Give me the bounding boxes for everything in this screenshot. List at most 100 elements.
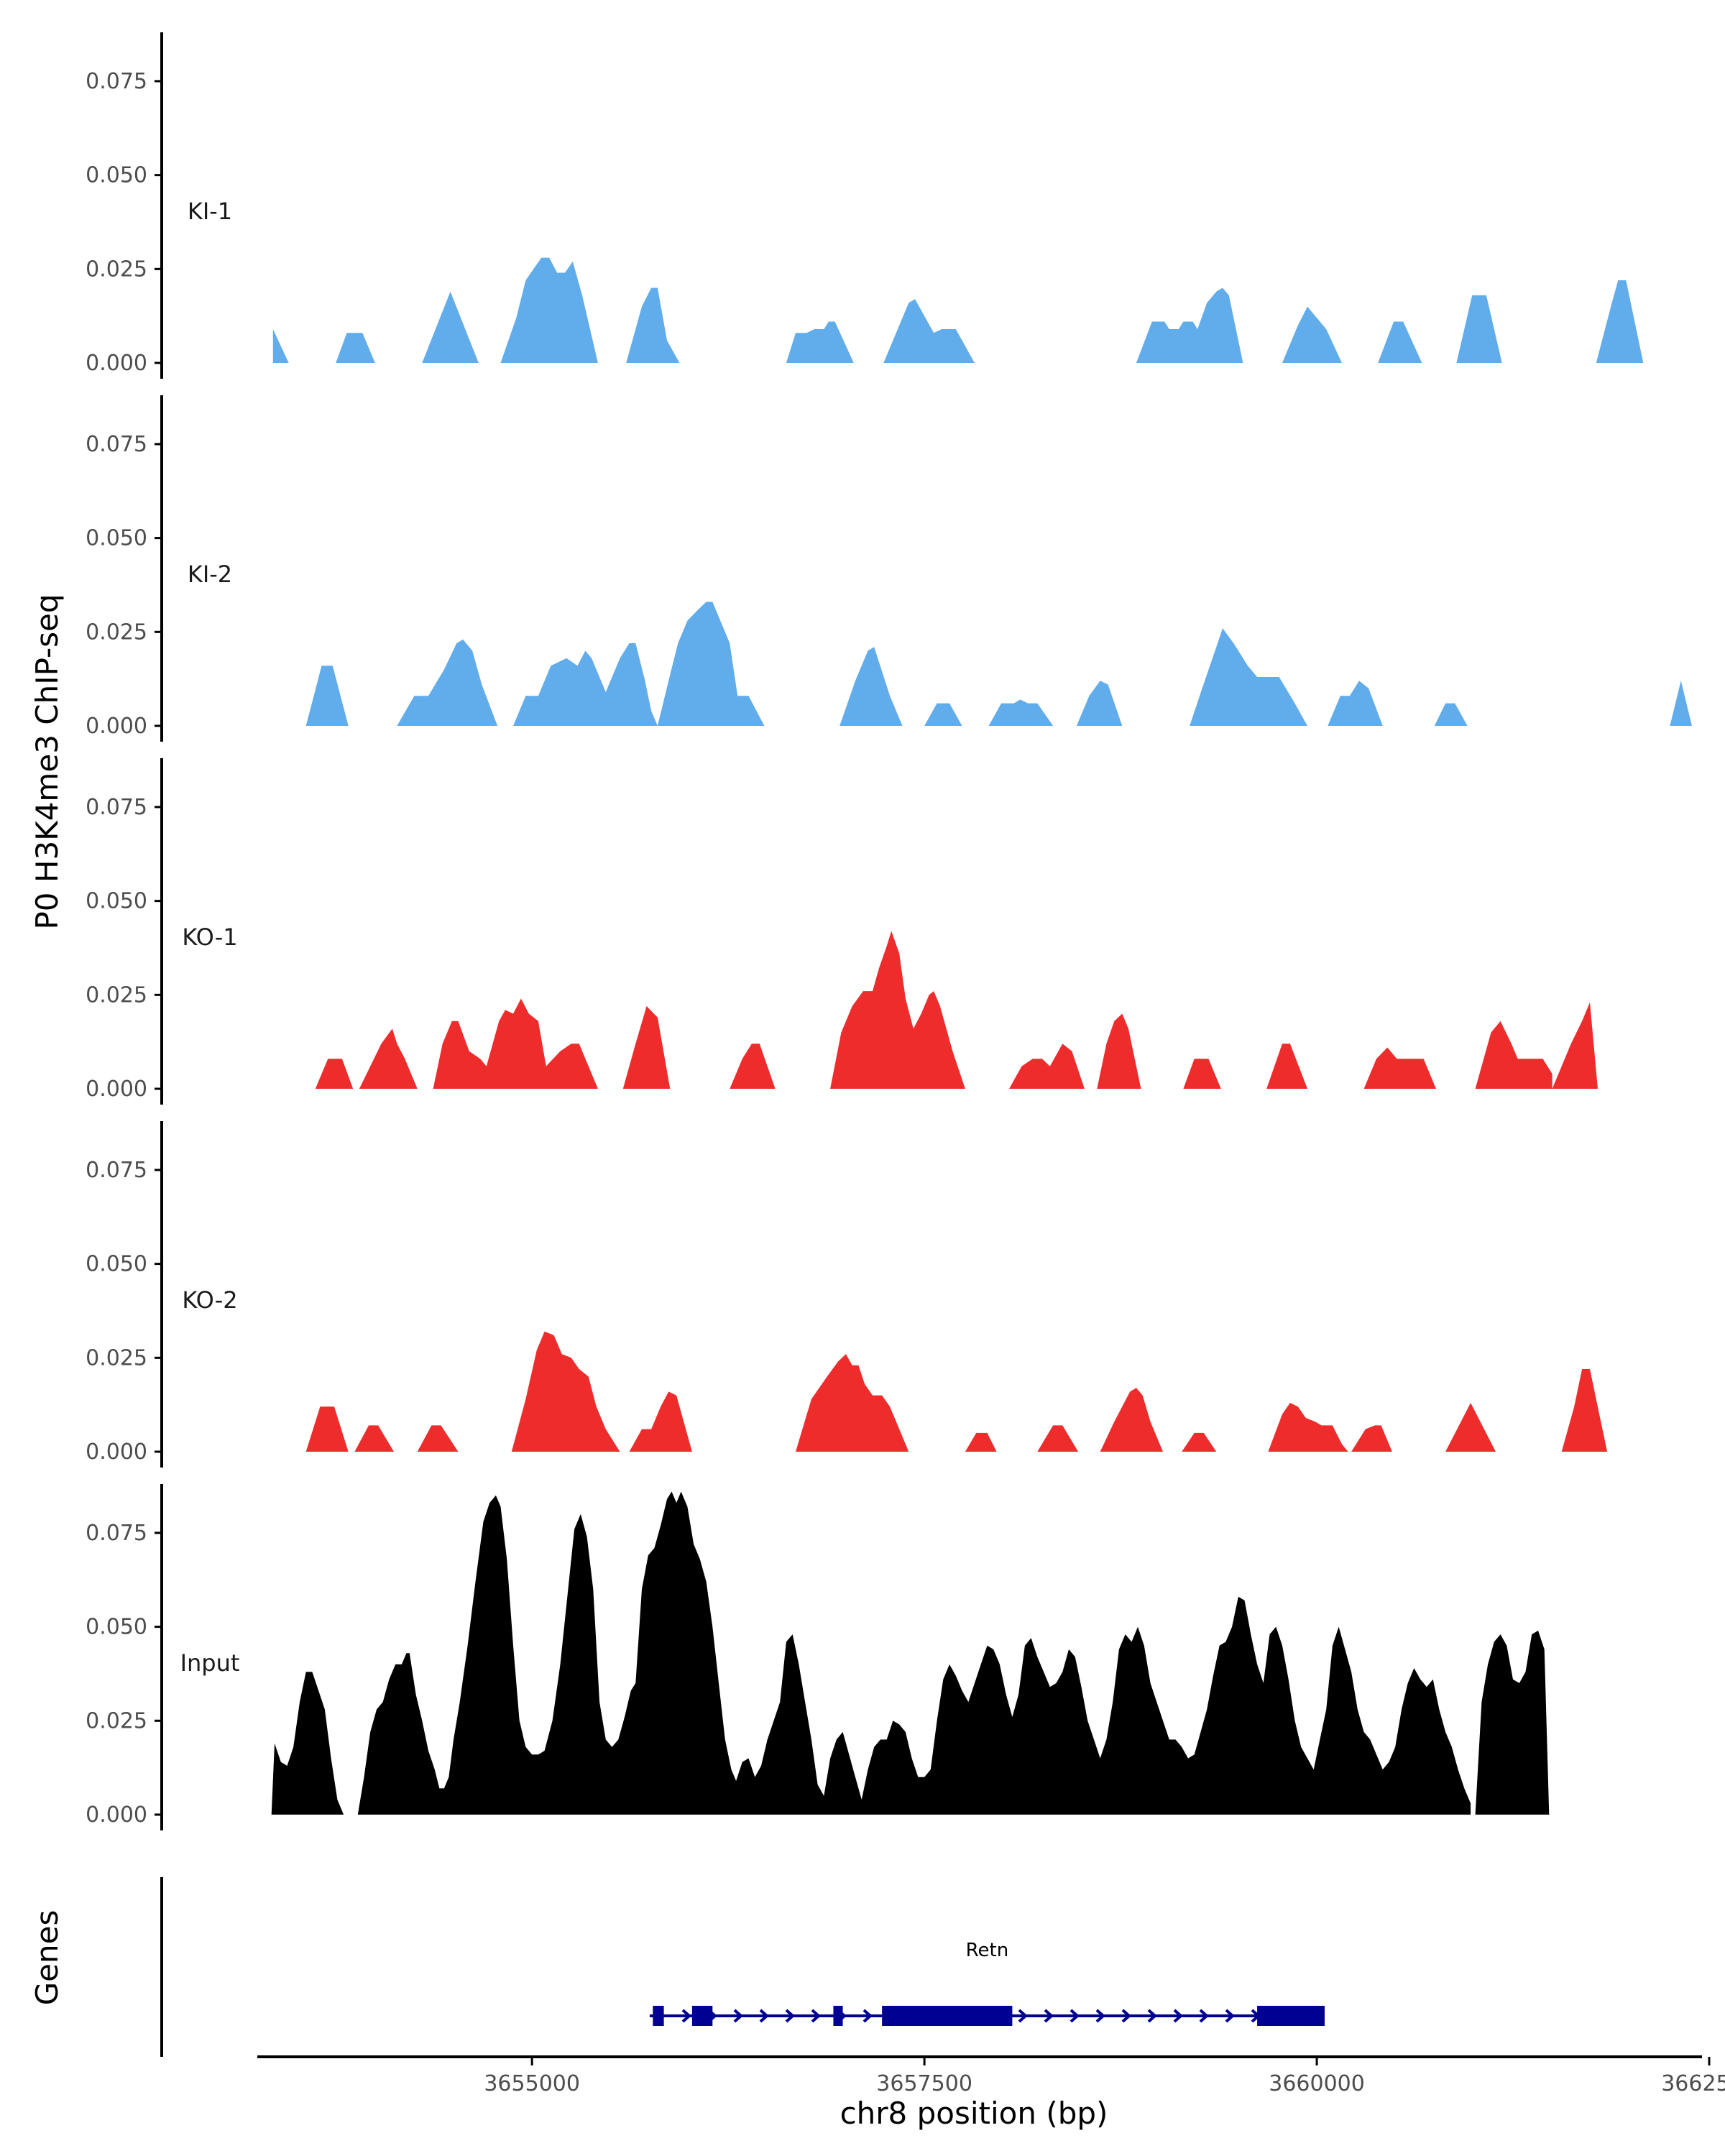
- signal-area: [359, 1028, 418, 1089]
- strand-arrow: [1070, 2009, 1080, 2023]
- signal-area: [1190, 628, 1307, 726]
- y-tick-label: 0.025: [86, 1345, 147, 1370]
- gene-exon: [691, 2006, 713, 2026]
- signal-area: [883, 299, 975, 363]
- y-tick-label: 0.050: [86, 889, 147, 914]
- gene-exon: [1257, 2006, 1325, 2026]
- y-tick-label: 0.075: [86, 1521, 147, 1546]
- signal-area: [1475, 1021, 1552, 1089]
- signal-area: [924, 703, 962, 726]
- track-label: KO-2: [182, 1286, 237, 1314]
- signal-area: [271, 1672, 344, 1815]
- signal-area: [305, 665, 349, 726]
- y-tick-label: 0.050: [86, 1615, 147, 1640]
- signal-area: [1136, 287, 1243, 363]
- signal-area: [1378, 321, 1422, 363]
- strand-arrow: [1147, 2009, 1157, 2023]
- strand-arrow: [811, 2009, 821, 2023]
- signal-area: [1351, 1425, 1407, 1452]
- signal-area: [1183, 1059, 1221, 1089]
- signal-area: [1009, 1044, 1085, 1089]
- track-label: KO-1: [182, 923, 237, 951]
- x-tick-label: 3662500: [1661, 2071, 1725, 2096]
- strand-arrow: [1121, 2009, 1131, 2023]
- signal-area: [1363, 1047, 1436, 1089]
- signal-area: [1182, 1432, 1217, 1452]
- signal-area: [786, 321, 854, 363]
- gene-exon: [833, 2006, 843, 2026]
- strand-arrow: [759, 2009, 769, 2023]
- signal-area: [433, 998, 598, 1089]
- signal-area: [988, 699, 1054, 726]
- strand-arrow: [1173, 2009, 1183, 2023]
- signal-area: [1282, 306, 1342, 363]
- signal-area: [397, 639, 498, 726]
- track-ko-2: 0.000 0.025 0.050 0.075 KO-2: [86, 1121, 1608, 1468]
- track-ko-1: 0.000 0.025 0.050 0.075 KO-1: [86, 758, 1598, 1105]
- y-tick-label: 0.000: [86, 1077, 147, 1102]
- y-tick-label: 0.075: [86, 432, 147, 457]
- signal-area: [1552, 1002, 1598, 1089]
- gene-exon: [653, 2006, 664, 2026]
- strand-arrow: [862, 2009, 873, 2023]
- track-label: Input: [180, 1649, 240, 1677]
- signal-area: [511, 1331, 620, 1452]
- signal-area: [1434, 703, 1468, 726]
- y-tick-label: 0.050: [86, 1252, 147, 1277]
- signal-area: [1475, 1630, 1550, 1815]
- signal-area: [796, 1354, 909, 1452]
- signal-area: [1266, 1044, 1307, 1089]
- signal-area: [1561, 1369, 1608, 1452]
- y-tick-label: 0.025: [86, 257, 147, 282]
- x-axis-title: chr8 position (bp): [840, 2096, 1108, 2131]
- y-tick-label: 0.000: [86, 714, 147, 739]
- signal-area: [626, 287, 680, 363]
- gene-name-label: Retn: [966, 1940, 1009, 1961]
- y-tick-label: 0.050: [86, 163, 147, 188]
- strand-arrow: [733, 2009, 743, 2023]
- x-tick-label: 3660000: [1269, 2071, 1365, 2096]
- track-ki-1: 0.000 0.025 0.050 0.075 KI-1: [86, 32, 1644, 379]
- signal-area: [305, 1406, 349, 1452]
- signal-area: [622, 1006, 671, 1089]
- strand-arrow: [785, 2009, 795, 2023]
- y-tick-label: 0.000: [86, 1439, 147, 1465]
- signal-area: [840, 647, 903, 726]
- signal-area: [1037, 1425, 1079, 1452]
- strand-arrow: [1018, 2009, 1028, 2023]
- signal-area: [417, 1425, 459, 1452]
- y-tick-label: 0.075: [86, 69, 147, 94]
- tracks-layer: 0.0000.0250.0500.075KI-10.0000.0250.0500…: [86, 32, 1692, 1830]
- signal-area: [422, 291, 479, 363]
- signal-area: [1445, 1403, 1496, 1452]
- y-axis-title: P0 H3K4me3 ChIP-seq: [29, 594, 65, 929]
- signal-area: [500, 257, 598, 363]
- strand-arrow: [1095, 2009, 1105, 2023]
- track-input: 0.000 0.025 0.050 0.075 Input: [86, 1484, 1550, 1830]
- signal-area: [272, 329, 289, 363]
- y-tick-label: 0.075: [86, 795, 147, 820]
- y-tick-label: 0.025: [86, 619, 147, 645]
- axis-layer: 3655000 3657500 3660000 3662500: [257, 2055, 1725, 2096]
- signal-area: [1097, 1013, 1141, 1089]
- signal-area: [315, 1059, 354, 1089]
- signal-area: [1596, 280, 1644, 363]
- y-tick-label: 0.050: [86, 526, 147, 551]
- signal-area: [513, 602, 765, 726]
- strand-arrow: [1225, 2009, 1235, 2023]
- track-ki-2: 0.000 0.025 0.050 0.075 KI-2: [86, 395, 1692, 742]
- track-label: KI-2: [188, 561, 232, 588]
- y-tick-label: 0.075: [86, 1158, 147, 1183]
- signal-area: [1670, 681, 1692, 726]
- gene-exon: [882, 2006, 1013, 2026]
- y-tick-label: 0.025: [86, 1708, 147, 1733]
- signal-area: [357, 1491, 1471, 1815]
- signal-area: [1456, 295, 1502, 363]
- track-label: KI-1: [188, 198, 232, 225]
- signal-area: [965, 1432, 997, 1452]
- signal-area: [1100, 1388, 1163, 1452]
- x-tick-label: 3655000: [484, 2071, 580, 2096]
- signal-area: [354, 1425, 394, 1452]
- strand-arrow: [1044, 2009, 1054, 2023]
